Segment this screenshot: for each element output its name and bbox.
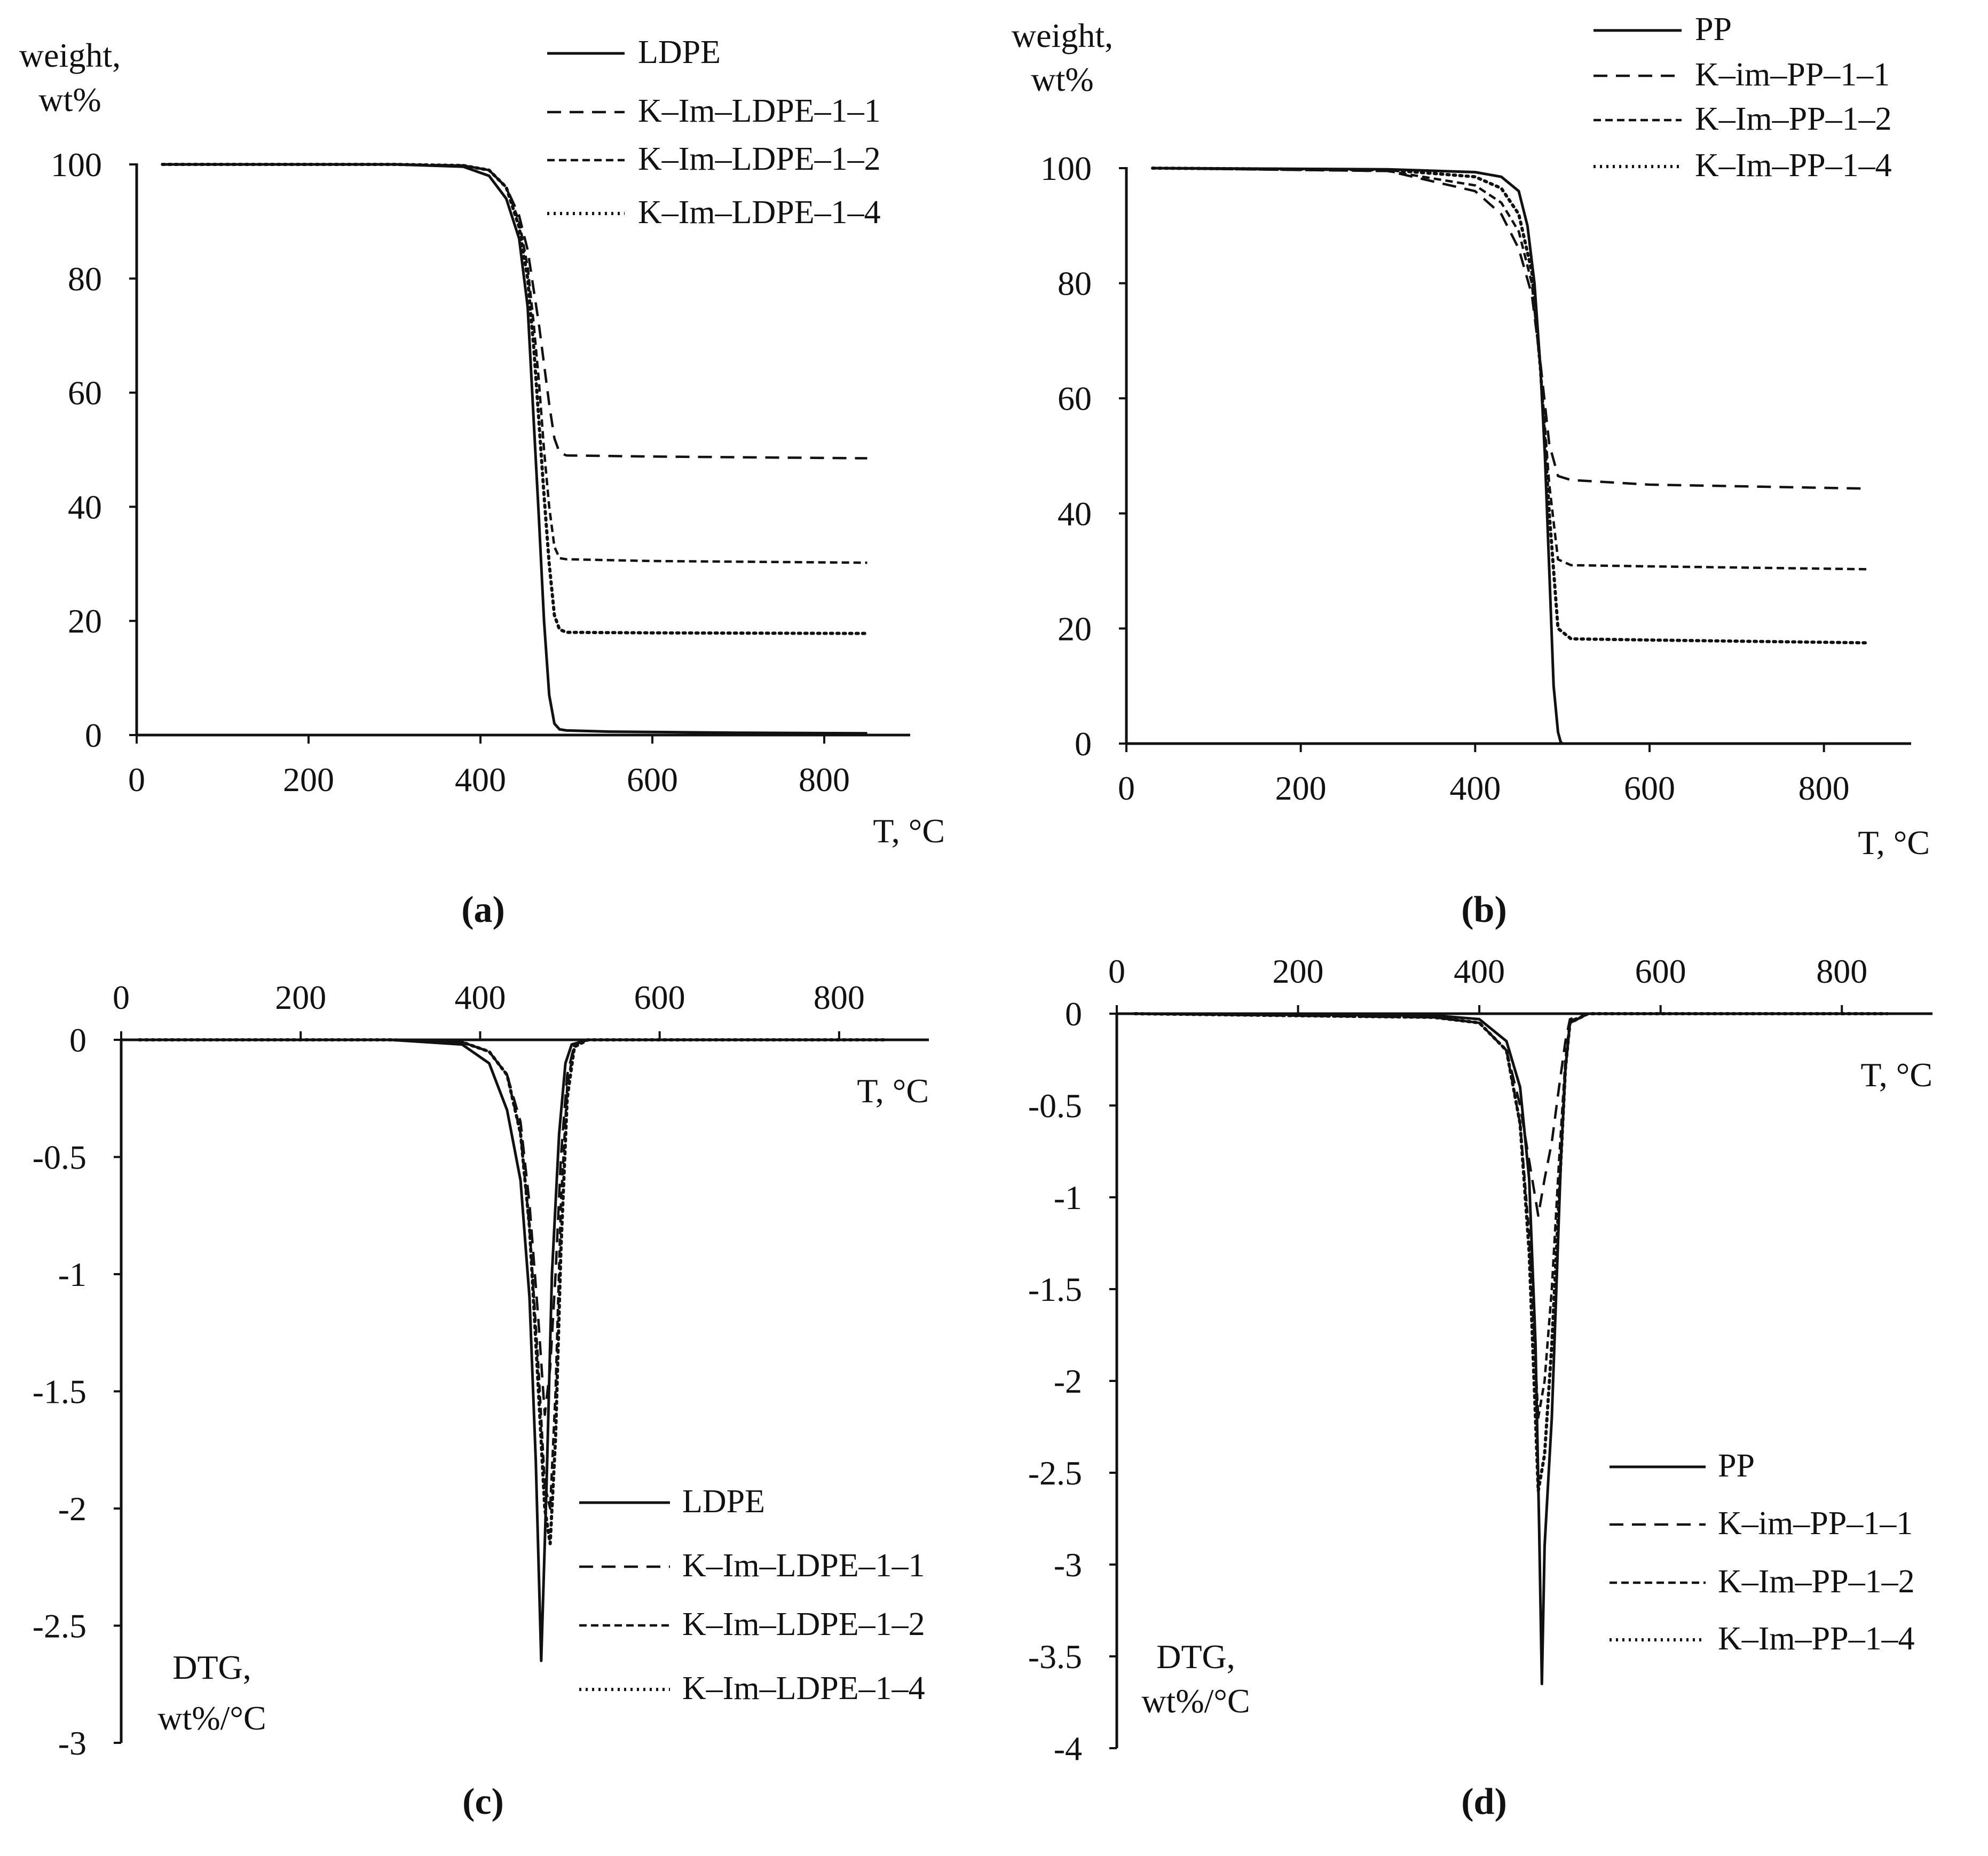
x-tick-label: 800 — [814, 978, 865, 1016]
legend-label-3: K–Im–LDPE–1–4 — [638, 194, 881, 231]
y-tick-label: 60 — [1058, 380, 1092, 417]
y-axis-label: wt%/°C — [1141, 1682, 1250, 1720]
legend-label-0: PP — [1695, 11, 1732, 48]
x-tick-label: 200 — [1273, 952, 1324, 990]
y-axis-label: wt% — [1031, 60, 1093, 98]
chart-panel-c: 0 200 400 600 800 0 -0.5 -1 -1.5 -2 -2.5 -3 LDPE K–Im… — [33, 978, 929, 1822]
caption-b: (b) — [1461, 889, 1507, 930]
legend-label-2: K–Im–PP–1–2 — [1718, 1563, 1915, 1600]
x-axis-label: T, °C — [1860, 1056, 1932, 1094]
y-tick-label: -1.5 — [1028, 1270, 1082, 1308]
series-line-3 — [137, 1038, 886, 1545]
y-tick-label: -1 — [58, 1255, 86, 1293]
series-line-2 — [1134, 1012, 1888, 1419]
series-line-1 — [1134, 1012, 1888, 1217]
x-tick-label: 600 — [1635, 952, 1686, 990]
x-tick-label: 400 — [1454, 952, 1505, 990]
x-tick-label: 800 — [1798, 769, 1850, 807]
legend-label-3: K–Im–PP–1–4 — [1718, 1621, 1915, 1657]
y-tick-label: -1.5 — [33, 1373, 86, 1411]
y-tick-label: -4 — [1054, 1729, 1082, 1767]
x-tick-label: 400 — [455, 761, 506, 799]
y-tick-label: 0 — [1065, 995, 1082, 1033]
x-tick-label: 200 — [275, 978, 326, 1016]
y-tick-label: 20 — [1058, 610, 1092, 647]
legend-label-3: K–Im–LDPE–1–4 — [682, 1670, 925, 1707]
series-line-0 — [1152, 167, 1868, 745]
series-line-3 — [161, 163, 869, 635]
y-tick-label: 80 — [68, 260, 102, 298]
y-tick-label: 40 — [1058, 495, 1092, 533]
y-tick-label: -2.5 — [1028, 1454, 1082, 1492]
x-tick-label: 800 — [799, 761, 850, 799]
legend-label-2: K–Im–LDPE–1–2 — [638, 141, 881, 177]
caption-c: (c) — [462, 1781, 504, 1822]
x-tick-label: 200 — [1275, 769, 1327, 807]
y-tick-label: -1 — [1054, 1179, 1082, 1217]
y-axis-label: DTG, — [172, 1648, 251, 1686]
x-tick-label: 0 — [1118, 769, 1135, 807]
x-axis-label: T, °C — [873, 812, 945, 850]
y-axis-label: weight, — [1012, 17, 1113, 54]
series-line-2 — [139, 1038, 884, 1510]
caption-a: (a) — [461, 889, 505, 930]
legend-label-0: LDPE — [682, 1483, 765, 1520]
y-tick-label: 40 — [68, 488, 102, 526]
legend-label-1: K–im–PP–1–1 — [1718, 1505, 1913, 1542]
legend-label-1: K–Im–LDPE–1–1 — [682, 1547, 925, 1584]
y-axis-label: wt% — [38, 81, 101, 119]
y-tick-label: 100 — [1040, 149, 1092, 187]
legend-label-2: K–Im–PP–1–2 — [1695, 101, 1892, 137]
legend-label-1: K–im–PP–1–1 — [1695, 57, 1890, 93]
legend-label-0: LDPE — [638, 34, 721, 70]
legend-label-1: K–Im–LDPE–1–1 — [638, 93, 881, 129]
series-line-0 — [139, 1038, 884, 1662]
x-tick-label: 600 — [1624, 769, 1675, 807]
y-tick-label: -0.5 — [1028, 1087, 1082, 1125]
caption-d: (d) — [1461, 1781, 1507, 1822]
y-tick-label: -3 — [58, 1724, 86, 1762]
y-tick-label: 0 — [85, 716, 102, 754]
y-tick-label: 0 — [1075, 725, 1092, 763]
y-tick-label: -3.5 — [1028, 1638, 1082, 1676]
series-line-3 — [1133, 1012, 1889, 1493]
y-tick-label: -2 — [58, 1490, 86, 1528]
y-tick-label: 0 — [69, 1021, 86, 1059]
series-line-2 — [162, 163, 867, 564]
y-tick-label: 60 — [68, 374, 102, 412]
x-tick-label: 200 — [283, 761, 334, 799]
legend-label-0: PP — [1718, 1448, 1755, 1484]
y-tick-label: -3 — [1054, 1546, 1082, 1584]
y-axis-label: weight, — [19, 36, 121, 74]
y-axis-label: wt%/°C — [157, 1699, 266, 1737]
x-tick-label: 600 — [634, 978, 685, 1016]
x-tick-label: 400 — [1449, 769, 1501, 807]
x-tick-label: 0 — [113, 978, 130, 1016]
x-tick-label: 0 — [128, 761, 145, 799]
y-tick-label: -2 — [1054, 1362, 1082, 1400]
y-tick-label: 80 — [1058, 265, 1092, 303]
series-line-1 — [139, 1038, 884, 1416]
legend-label-2: K–Im–LDPE–1–2 — [682, 1606, 925, 1642]
series-line-3 — [1151, 167, 1869, 645]
chart-panel-a: 0 200 400 600 800 0 20 40 60 80 100 LDPE K–Im–LDPE–1… — [19, 34, 945, 930]
x-tick-label: 800 — [1816, 952, 1867, 990]
legend-label-3: K–Im–PP–1–4 — [1695, 147, 1892, 184]
x-tick-label: 400 — [454, 978, 506, 1016]
x-tick-label: 600 — [627, 761, 678, 799]
x-axis-label: T, °C — [857, 1072, 929, 1110]
chart-panel-b: 0 200 400 600 800 0 20 40 60 80 100 PP K–im–PP–1–1 K–… — [1012, 11, 1930, 930]
y-tick-label: -2.5 — [33, 1607, 86, 1645]
x-tick-label: 0 — [1108, 952, 1125, 990]
y-tick-label: 100 — [51, 146, 102, 184]
series-line-2 — [1152, 167, 1868, 571]
y-tick-label: -0.5 — [33, 1139, 86, 1176]
y-axis-label: DTG, — [1156, 1638, 1235, 1676]
chart-panel-d: 0 200 400 600 800 0 -0.5 -1 -1.5 -2 -2.5 -3 -3.5 -4 PP… — [1028, 952, 1932, 1822]
series-line-0 — [162, 163, 867, 735]
x-axis-label: T, °C — [1858, 824, 1930, 862]
y-tick-label: 20 — [68, 602, 102, 640]
